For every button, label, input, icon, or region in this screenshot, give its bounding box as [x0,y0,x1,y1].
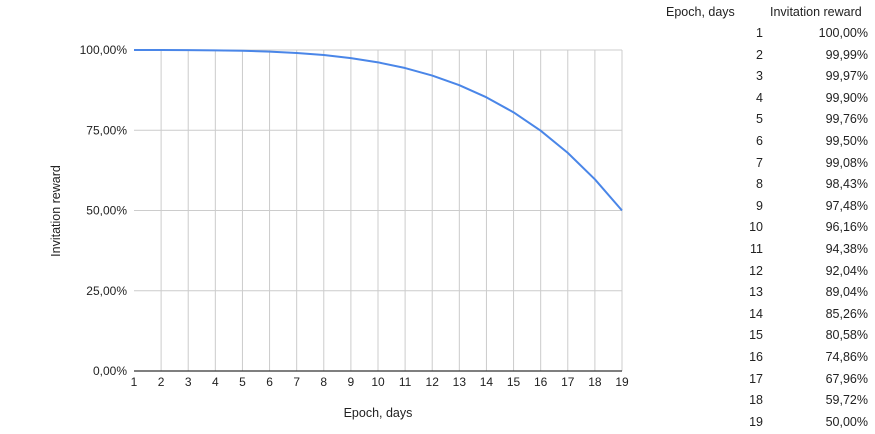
reward-cell: 92,04% [825,263,868,278]
reward-cell: 74,86% [825,349,868,364]
reward-cell: 99,08% [825,155,868,170]
epoch-cell: 1 [756,26,763,40]
reward-cell: 98,43% [825,177,868,192]
epoch-cell: 17 [749,371,763,386]
table-row: 16 74,86% [658,347,875,369]
epoch-cell: 5 [756,112,763,127]
x-tick-label: 13 [453,375,467,389]
y-tick-label: 100,00% [80,43,128,57]
x-tick-label: 4 [212,375,219,389]
x-tick-label: 3 [185,375,192,389]
x-tick-label: 9 [348,375,355,389]
table-row: 12 92,04% [658,261,875,283]
reward-cell: 80,58% [825,328,868,343]
x-tick-labels: 1 2 3 4 5 6 7 8 9 10 11 12 13 14 15 16 17 18 19 [131,375,629,389]
epoch-cell: 8 [756,177,763,192]
x-tick-label: 17 [561,375,575,389]
epoch-cell: 19 [749,414,763,429]
epoch-cell: 10 [749,220,763,235]
series-layer [133,49,623,212]
table-row: 2 99,99% [658,45,875,67]
epoch-cell: 9 [756,198,763,213]
y-tick-label: 0,00% [93,364,127,378]
epoch-cell: 15 [749,328,763,343]
x-tick-label: 2 [158,375,165,389]
reward-cell: 97,48% [825,198,868,213]
reward-cell: 67,96% [825,371,868,386]
x-tick-label: 16 [534,375,548,389]
epoch-cell: 6 [756,133,763,148]
x-tick-label: 18 [588,375,602,389]
epoch-cell: 7 [756,155,763,170]
reward-cell: 99,99% [825,47,868,62]
table-row: 13 89,04% [658,282,875,304]
table-row: 4 99,90% [658,88,875,110]
x-tick-label: 14 [480,375,494,389]
reward-cell: 85,26% [825,306,868,321]
epoch-cell: 3 [756,69,763,84]
epoch-cell: 4 [756,90,763,105]
table-row: 18 59,72% [658,390,875,412]
epoch-cell: 13 [749,285,763,300]
table-row: 8 98,43% [658,174,875,196]
epoch-cell: 12 [749,263,763,278]
epoch-cell: 2 [756,47,763,62]
table-header-reward: Invitation reward [770,5,862,19]
reward-cell: 99,90% [825,90,868,105]
x-tick-label: 5 [239,375,246,389]
table-row: 19 50,00% [658,412,875,434]
table-row: 14 85,26% [658,304,875,326]
reward-cell: 99,50% [825,133,868,148]
reward-cell: 59,72% [825,393,868,408]
table-header-epoch: Epoch, days [666,5,735,19]
table-row: 7 99,08% [658,153,875,175]
table-row: 17 67,96% [658,369,875,391]
x-tick-label: 10 [371,375,385,389]
reward-cell: 50,00% [825,414,868,429]
y-tick-label: 50,00% [86,204,127,218]
table-row: 9 97,48% [658,196,875,218]
table-row: 5 99,76% [658,109,875,131]
epoch-cell: 11 [750,241,763,256]
table-row: 15 80,58% [658,325,875,347]
reward-cell: 100,00% [818,26,868,40]
table-row: 1 100,00% [658,23,875,45]
series-line [133,49,623,212]
x-tick-label: 11 [399,375,412,389]
y-axis-label: Invitation reward [49,165,63,257]
reward-cell: 89,04% [825,285,868,300]
reward-cell: 99,76% [825,112,868,127]
y-tick-label: 75,00% [86,123,127,137]
x-tick-label: 8 [320,375,327,389]
x-tick-label: 15 [507,375,521,389]
y-tick-labels: 0,00% 25,00% 50,00% 75,00% 100,00% [80,43,128,378]
epoch-cell: 16 [749,349,763,364]
reward-cell: 96,16% [825,220,868,235]
table-row: 11 94,38% [658,239,875,261]
epoch-cell: 18 [749,393,763,408]
x-tick-label: 6 [266,375,273,389]
x-tick-label: 7 [293,375,300,389]
grid [134,49,623,372]
reward-cell: 99,97% [825,69,868,84]
epoch-cell: 14 [749,306,763,321]
x-tick-label: 1 [131,375,138,389]
x-axis-label: Epoch, days [344,406,413,420]
x-tick-label: 12 [426,375,440,389]
table-row: 6 99,50% [658,131,875,153]
x-tick-label: 19 [615,375,629,389]
reward-cell: 94,38% [825,241,868,256]
y-tick-label: 25,00% [86,284,127,298]
table-row: 10 96,16% [658,217,875,239]
table-body: 1 100,00% 2 99,99% 3 99,97% 4 99,90% 5 99,76% 6 99,… [658,23,875,433]
table-row: 3 99,97% [658,66,875,88]
